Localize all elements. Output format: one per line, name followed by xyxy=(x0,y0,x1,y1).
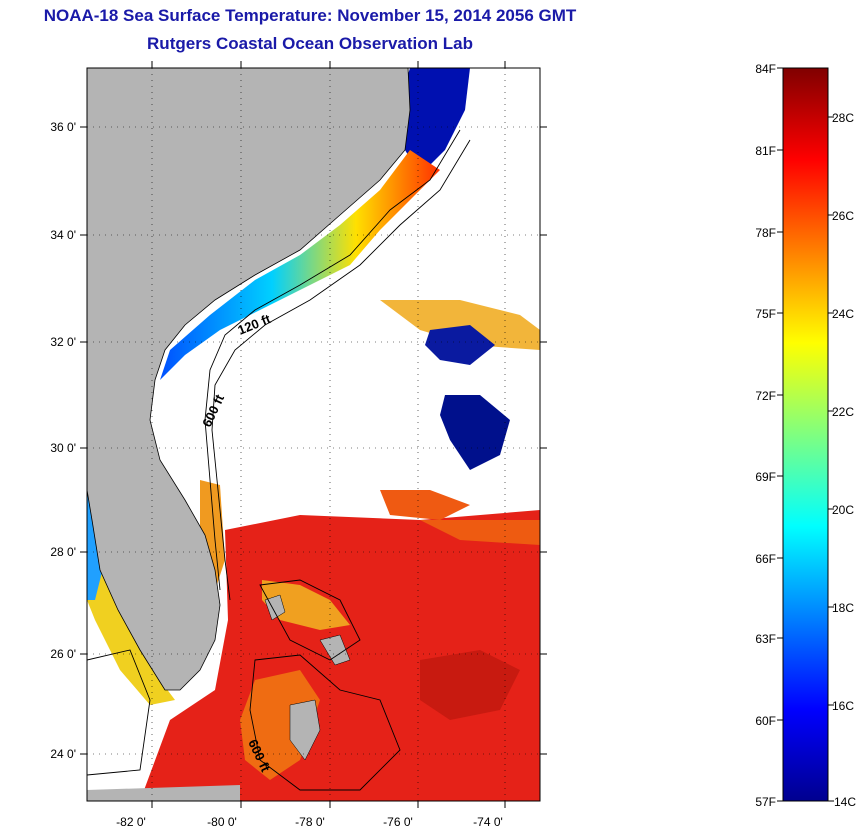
lon-tick-label: -78 0' xyxy=(295,815,325,829)
lat-tick-label: 28 0' xyxy=(50,545,76,559)
colorbar-f-label: 81F xyxy=(755,144,776,158)
colorbar-c-label: 22C xyxy=(832,405,854,419)
lon-tick-label: -80 0' xyxy=(207,815,237,829)
colorbar-c-label: 16C xyxy=(832,699,854,713)
lat-tick-label: 32 0' xyxy=(50,335,76,349)
lon-tick-label: -74 0' xyxy=(473,815,503,829)
land-mass xyxy=(87,68,411,801)
map-frame xyxy=(86,67,541,802)
colorbar-c-label: 14C xyxy=(834,795,856,809)
colorbar-f-label: 60F xyxy=(755,714,776,728)
map-subtitle: Rutgers Coastal Ocean Observation Lab xyxy=(147,34,473,53)
lon-tick-label: -76 0' xyxy=(383,815,413,829)
colorbar-c-label: 20C xyxy=(832,503,854,517)
map-plot-area: 120 ft 600 ft 600 ft xyxy=(87,68,540,801)
lat-tick-label: 30 0' xyxy=(50,441,76,455)
colorbar-f-label: 66F xyxy=(755,552,776,566)
colorbar-f-label: 78F xyxy=(755,226,776,240)
colorbar-f-label: 84F xyxy=(755,62,776,76)
colorbar-f-label: 57F xyxy=(755,795,776,809)
colorbar-c-label: 28C xyxy=(832,111,854,125)
lat-tick-label: 34 0' xyxy=(50,228,76,242)
lat-tick-label: 36 0' xyxy=(50,120,76,134)
colorbar-c-label: 24C xyxy=(832,307,854,321)
colorbar-c-label: 18C xyxy=(832,601,854,615)
bathymetry-contours xyxy=(87,129,471,791)
lon-tick-label: -82 0' xyxy=(116,815,146,829)
colorbar-f-label: 72F xyxy=(755,389,776,403)
map-title: NOAA-18 Sea Surface Temperature: Novembe… xyxy=(43,6,577,25)
shelf-water-band xyxy=(160,150,440,380)
cold-sst-region xyxy=(400,68,510,470)
colorbar-f-label: 69F xyxy=(755,470,776,484)
lat-tick-label: 26 0' xyxy=(50,647,76,661)
lat-tick-label: 24 0' xyxy=(50,747,76,761)
colorbar-f-label: 75F xyxy=(755,307,776,321)
sst-colorbar: 84F 81F 78F 75F 72F 69F 66F 63F 60F 57F … xyxy=(755,62,856,809)
colorbar-c-label: 26C xyxy=(832,209,854,223)
colorbar-ramp xyxy=(782,67,829,802)
map-graticule xyxy=(87,68,540,801)
colorbar-f-label: 63F xyxy=(755,632,776,646)
axis-ticks xyxy=(80,61,547,808)
